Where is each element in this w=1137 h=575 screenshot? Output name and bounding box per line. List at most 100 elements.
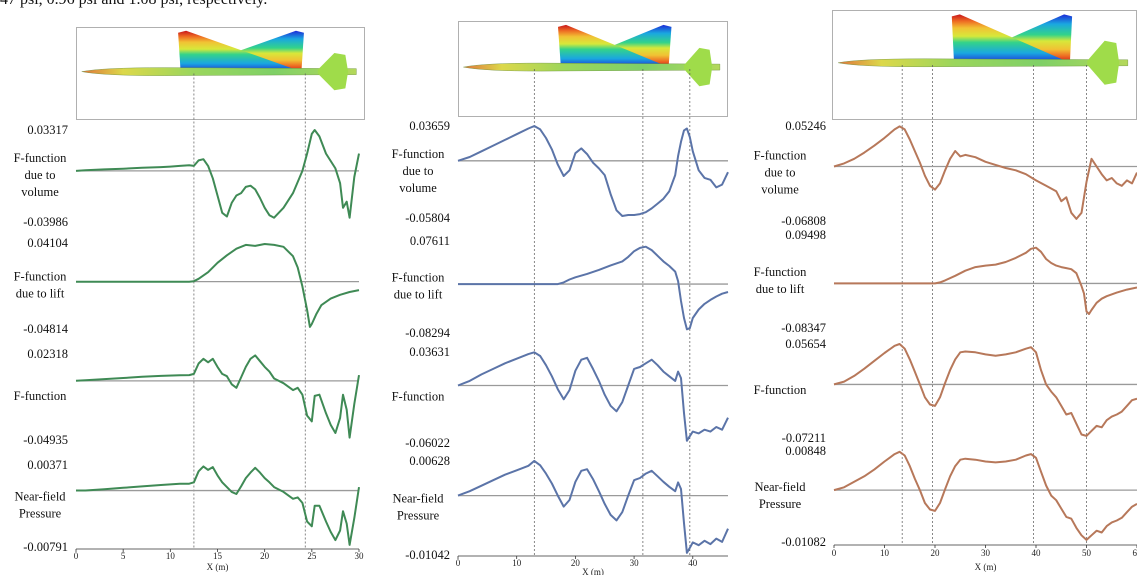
y-min-label: -0.01082 — [781, 535, 826, 549]
y-max-label: 0.05654 — [785, 337, 826, 351]
x-tick-label: 0 — [74, 551, 79, 561]
x-tick-label: 20 — [931, 548, 941, 558]
x-tick-label: 0 — [832, 548, 837, 558]
y-min-label: -0.03986 — [23, 215, 68, 229]
x-tick-label: 60 — [1133, 548, 1137, 558]
x-axis-label: X (m) — [582, 567, 604, 575]
series-line — [457, 125, 729, 217]
y-min-label: -0.08294 — [405, 326, 451, 340]
panel-label-line: due to — [25, 168, 56, 182]
panel-3: 0.02318 -0.04935 F-function — [14, 347, 360, 447]
series-line — [457, 459, 729, 554]
y-max-label: 0.00848 — [785, 444, 826, 458]
panel-label-line: F-function — [392, 390, 446, 404]
series-line — [76, 465, 360, 546]
panel-1: 0.03659 -0.05804 F-function due to volume — [392, 119, 729, 225]
y-max-label: 0.03631 — [409, 345, 450, 359]
panel-label-line: Pressure — [759, 497, 802, 511]
y-max-label: 0.05246 — [785, 119, 826, 133]
y-min-label: -0.01042 — [405, 548, 450, 562]
y-min-label: -0.05804 — [405, 211, 451, 225]
figure-caption-text: 47 psi, 0.96 psi and 1.08 psi, respectiv… — [0, 0, 267, 9]
aircraft-fuselage — [838, 58, 1129, 68]
panel-label-line: F-function — [14, 389, 68, 403]
panel-label-line: due to — [403, 164, 434, 178]
series-line — [458, 245, 729, 331]
y-min-label: -0.04935 — [23, 433, 68, 447]
series-line — [833, 343, 1137, 437]
series-line — [75, 129, 360, 219]
x-tick-label: 5 — [121, 551, 126, 561]
panel-label-line: F-function — [754, 149, 808, 163]
panel-4: 0.00371 -0.00791 Near-field Pressure — [14, 458, 360, 554]
y-min-label: -0.06808 — [781, 214, 826, 228]
panel-label-line: F-function — [754, 383, 808, 397]
x-tick-label: 40 — [1032, 548, 1042, 558]
panel-label-line: Near-field — [754, 480, 806, 494]
y-min-label: -0.07211 — [782, 431, 826, 445]
x-tick-label: 10 — [166, 551, 176, 561]
panel-label-line: volume — [399, 181, 437, 195]
y-min-label: -0.06022 — [405, 436, 450, 450]
panel-label-line: due to lift — [16, 287, 65, 301]
y-max-label: 0.04104 — [27, 236, 68, 250]
panel-2: 0.04104 -0.04814 F-function due to lift — [14, 236, 360, 336]
y-max-label: 0.03659 — [409, 119, 450, 133]
x-tick-label: 15 — [213, 551, 223, 561]
x-axis: 0 10 20 30 40 50 60 X (m) — [832, 544, 1137, 572]
x-tick-label: 0 — [456, 558, 461, 568]
y-max-label: 0.03317 — [27, 123, 68, 137]
panel-label-line: F-function — [14, 151, 68, 165]
series-line — [457, 351, 729, 442]
panel-3: 0.05654 -0.07211 F-function — [754, 337, 1137, 445]
y-max-label: 0.07611 — [410, 234, 450, 248]
aircraft-fuselage — [81, 67, 357, 76]
aircraft-wing-lower — [951, 14, 1070, 63]
panel-4: 0.00628 -0.01042 Near-field Pressure — [392, 454, 729, 562]
series-line — [833, 450, 1137, 541]
panel-label-line: F-function — [392, 147, 446, 161]
y-min-label: -0.04814 — [23, 322, 69, 336]
panel-2: 0.09498 -0.08347 F-function due to lift — [754, 228, 1137, 335]
panel-label-line: volume — [761, 183, 799, 197]
x-axis: 0 10 20 30 40 X (m) — [456, 555, 728, 575]
panel-label-line: Pressure — [397, 509, 440, 523]
series-line — [834, 246, 1137, 315]
x-tick-label: 10 — [512, 558, 522, 568]
panel-3: 0.03631 -0.06022 F-function — [392, 345, 729, 450]
panel-label-line: due to — [765, 166, 796, 180]
panel-label-line: Near-field — [392, 492, 444, 506]
x-tick-label: 10 — [880, 548, 890, 558]
panel-1: 0.05246 -0.06808 F-function due to volume — [754, 119, 1137, 228]
y-max-label: 0.09498 — [785, 228, 826, 242]
y-min-label: -0.08347 — [781, 321, 826, 335]
y-min-label: -0.00791 — [23, 540, 68, 554]
aircraft-image-frame — [458, 21, 728, 117]
aircraft-fuselage — [463, 62, 721, 72]
y-max-label: 0.00628 — [409, 454, 450, 468]
x-tick-label: 50 — [1082, 548, 1092, 558]
aircraft-image — [76, 27, 365, 120]
panel-label-line: volume — [21, 185, 59, 199]
x-axis-label: X (m) — [207, 562, 229, 572]
panel-label-line: F-function — [392, 271, 446, 285]
x-tick-label: 30 — [981, 548, 991, 558]
x-tick-label: 20 — [260, 551, 270, 561]
aircraft-wing-lower — [558, 24, 669, 68]
aircraft-wing-lower — [178, 30, 302, 72]
x-tick-label: 30 — [630, 558, 640, 568]
aircraft-image-frame — [76, 27, 365, 120]
y-max-label: 0.00371 — [27, 458, 68, 472]
x-tick-label: 40 — [688, 558, 698, 568]
chart-column-1: 0.03317 -0.03986 F-function due to volume 0.0… — [14, 27, 365, 572]
x-tick-label: 20 — [571, 558, 581, 568]
aircraft-tail — [317, 53, 349, 91]
series-line — [833, 125, 1137, 220]
aircraft-image — [458, 21, 728, 117]
panel-label-line: Pressure — [19, 507, 62, 521]
panel-label-line: due to lift — [756, 282, 805, 296]
x-axis: 0 5 10 15 20 25 30 X (m) — [74, 548, 364, 572]
